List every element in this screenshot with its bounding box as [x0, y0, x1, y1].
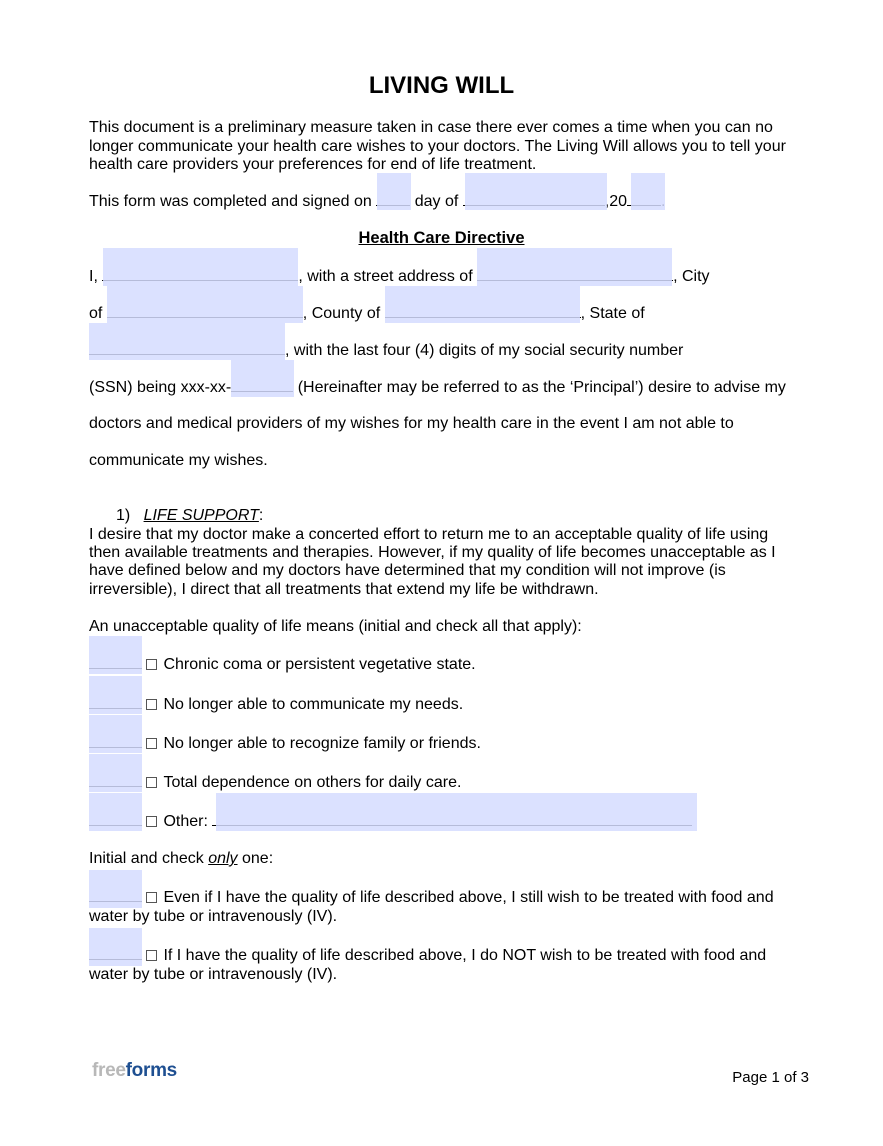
intro-line: longer communicate your health care wish…: [89, 138, 786, 155]
section-1-text: then available treatments and therapies.…: [89, 544, 776, 561]
initials-field[interactable]: [89, 715, 142, 753]
intro-line: This document is a preliminary measure t…: [89, 119, 773, 136]
choice-text: water by tube or intravenously (IV).: [89, 908, 338, 925]
section-1-text: I desire that my doctor make a concerted…: [89, 526, 769, 543]
choice-row: If I have the quality of life described …: [89, 946, 766, 965]
initials-field[interactable]: [89, 636, 142, 674]
checkbox[interactable]: [146, 738, 158, 749]
only-one-label: Initial and check only one:: [89, 850, 274, 867]
state-field[interactable]: [89, 323, 285, 360]
street-address-field[interactable]: [477, 248, 672, 286]
day-field[interactable]: [377, 173, 411, 210]
checkbox[interactable]: [146, 777, 158, 788]
choice-text: water by tube or intravenously (IV).: [89, 966, 338, 983]
checkbox[interactable]: [146, 892, 158, 903]
intro-line: health care providers your preferences f…: [89, 156, 537, 173]
choice-row: Even if I have the quality of life descr…: [89, 888, 774, 907]
city-field[interactable]: [107, 286, 303, 323]
section-1-text: have defined below and my doctors have d…: [89, 562, 726, 579]
checkbox[interactable]: [146, 699, 158, 710]
section-1-text: irreversible), I direct that all treatme…: [89, 581, 599, 598]
option-row: Total dependence on others for daily car…: [89, 773, 461, 792]
other-field[interactable]: [216, 793, 697, 831]
directive-line: doctors and medical providers of my wish…: [89, 415, 734, 432]
initials-field[interactable]: [89, 793, 142, 831]
section-heading: Health Care Directive: [358, 229, 525, 247]
initials-field[interactable]: [89, 676, 142, 714]
freeforms-logo: freeforms: [92, 1060, 177, 1081]
document-title: LIVING WILL: [368, 72, 515, 99]
year-field[interactable]: [631, 173, 665, 210]
checkbox[interactable]: [146, 816, 158, 827]
date-line: This form was completed and signed on da…: [89, 192, 665, 211]
ssn-field[interactable]: [231, 360, 294, 397]
section-1-heading: 1) LIFE SUPPORT:: [116, 507, 264, 524]
county-field[interactable]: [385, 286, 580, 323]
initials-field[interactable]: [89, 754, 142, 792]
directive-line: communicate my wishes.: [89, 452, 268, 469]
directive-line: (SSN) being xxx-xx- (Hereinafter may be …: [89, 379, 786, 396]
page-number: Page 1 of 3: [732, 1069, 809, 1086]
unacceptable-label: An unacceptable quality of life means (i…: [89, 618, 582, 635]
checkbox[interactable]: [146, 950, 158, 961]
option-row: No longer able to recognize family or fr…: [89, 734, 481, 753]
option-row: No longer able to communicate my needs.: [89, 695, 463, 714]
option-row: Chronic coma or persistent vegetative st…: [89, 655, 476, 674]
name-field[interactable]: [103, 248, 298, 286]
checkbox[interactable]: [146, 659, 158, 670]
month-field[interactable]: [465, 173, 607, 210]
initials-field[interactable]: [89, 928, 142, 966]
initials-field[interactable]: [89, 870, 142, 908]
